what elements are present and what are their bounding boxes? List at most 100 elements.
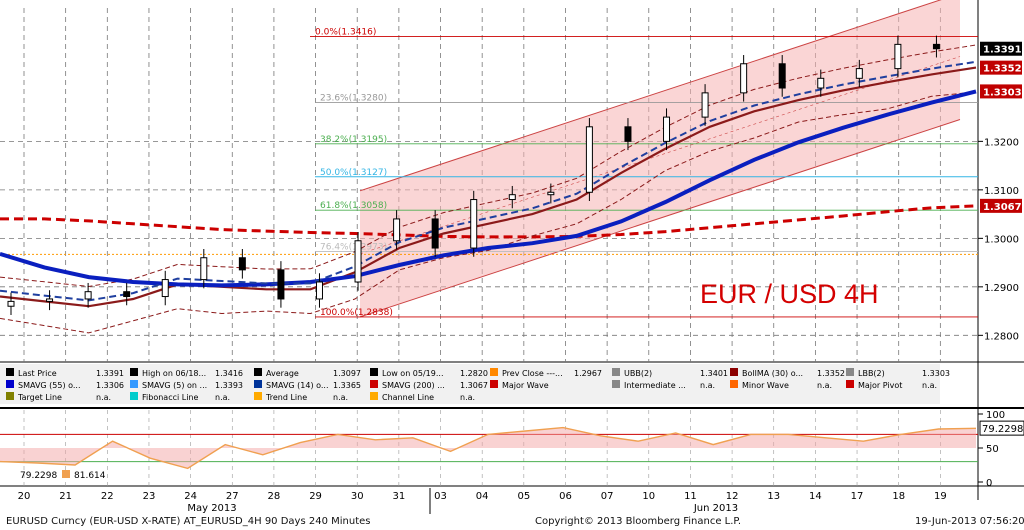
legend-label: SMAVG (55) o...	[18, 381, 81, 390]
legend-value: 1.3306	[96, 381, 124, 390]
rsi-line	[0, 426, 977, 470]
legend-value: n.a.	[96, 393, 111, 402]
legend-label: Intermediate ...	[624, 381, 686, 390]
legend-value: n.a.	[215, 393, 230, 402]
legend-background	[0, 364, 940, 404]
legend-label: LBB(2)	[858, 369, 885, 378]
candle-body	[46, 298, 54, 302]
legend-label: Fibonacci Line	[142, 393, 199, 402]
lower-bollinger	[0, 91, 977, 334]
x-tick-label: 22	[101, 491, 114, 502]
price-tag	[980, 198, 1022, 213]
fib-label: 76.4%(1.2973)	[320, 242, 387, 252]
footer-copyright: Copyright© 2013 Bloomberg Finance L.P.	[535, 516, 742, 527]
legend-value: 1.3067	[460, 381, 488, 390]
legend-value: 1.3352	[817, 369, 845, 378]
x-tick-label: 07	[601, 491, 614, 502]
y-tick-label: 1.3100	[984, 186, 1019, 197]
candle-body	[663, 116, 671, 142]
y-tick-label: 1.3200	[984, 137, 1019, 148]
candle-body	[508, 194, 516, 201]
legend-value: 1.3393	[215, 381, 243, 390]
legend-label: UBB(2)	[624, 369, 652, 378]
x-tick-label: 20	[18, 491, 31, 502]
candle-body	[894, 43, 902, 70]
candle-body	[470, 199, 478, 249]
candle-body	[7, 300, 15, 307]
footer-timestamp: 19-Jun-2013 07:56:20	[915, 516, 1024, 527]
legend-value: 1.3365	[333, 381, 361, 390]
candle-body	[123, 291, 131, 298]
fib-label: 100.0%(1.2838)	[320, 308, 393, 318]
x-tick-label: 03	[434, 491, 447, 502]
candle-body	[624, 126, 632, 142]
price-tag	[980, 60, 1022, 75]
candle-body	[547, 191, 555, 196]
fib-label: 38.2%(1.3195)	[320, 135, 387, 145]
legend-swatch	[130, 392, 138, 400]
legend-value: 1.3303	[922, 369, 950, 378]
x-tick-label: 17	[851, 491, 864, 502]
legend-label: Major Wave	[502, 381, 549, 390]
x-tick-label: 06	[559, 491, 572, 502]
x-tick-label: 10	[642, 491, 655, 502]
legend-value: 1.3416	[215, 369, 243, 378]
legend-swatch	[612, 380, 620, 388]
fib-label: 23.6%(1.3280)	[320, 94, 387, 104]
fib-label: 61.8%(1.3058)	[320, 201, 387, 211]
legend-label: Low on 05/19...	[382, 369, 444, 378]
legend-swatch	[490, 368, 498, 376]
y-tick-label: 1.2900	[984, 283, 1019, 294]
rsi-fill	[0, 427, 976, 469]
candle-body	[200, 257, 208, 281]
fib-label: 0.0%(1.3416)	[315, 28, 376, 38]
legend-label: BollMA (30) o...	[742, 369, 803, 378]
price-tag-label: 1.3067	[983, 202, 1022, 213]
rsi-tick-label: 50	[986, 444, 999, 455]
legend-value: n.a.	[333, 393, 348, 402]
legend-swatch	[846, 380, 854, 388]
x-tick-label: 29	[309, 491, 322, 502]
legend-swatch	[130, 380, 138, 388]
legend-label: Trend Line	[265, 393, 307, 402]
legend-value: 1.2820	[460, 369, 488, 378]
candle-body	[393, 218, 401, 242]
x-tick-label: 21	[59, 491, 72, 502]
legend-value: n.a.	[922, 381, 937, 390]
legend-value: 1.3097	[333, 369, 361, 378]
x-tick-label: 30	[351, 491, 364, 502]
candle-body	[161, 279, 169, 298]
legend-swatch	[730, 368, 738, 376]
legend-swatch	[254, 392, 262, 400]
legend-swatch	[846, 368, 854, 376]
candle-body	[778, 63, 786, 89]
right-axis-area	[978, 0, 1024, 530]
rsi-legend-swatch	[62, 470, 70, 478]
y-tick-label: 1.2800	[984, 331, 1019, 342]
legend-swatch	[6, 380, 14, 388]
legend-swatch	[612, 368, 620, 376]
x-tick-label: 14	[809, 491, 822, 502]
legend-value: n.a.	[817, 381, 832, 390]
legend-label: Last Price	[18, 369, 57, 378]
candle-body	[855, 68, 863, 79]
legend-label: Minor Wave	[742, 381, 789, 390]
month-label-may: May 2013	[187, 503, 236, 514]
rsi-value-label: 79.2298	[982, 424, 1023, 435]
x-tick-label: 12	[726, 491, 739, 502]
candle-body	[701, 92, 709, 118]
candle-body	[585, 126, 593, 193]
fib-label: 50.0%(1.3127)	[320, 168, 387, 178]
channel-lower	[359, 119, 961, 318]
legend-swatch	[370, 368, 378, 376]
candle-body	[238, 257, 246, 271]
x-tick-label: 23	[143, 491, 156, 502]
price-tag	[980, 84, 1022, 99]
x-tick-label: 04	[476, 491, 489, 502]
rsi-legend-value-2: 81.614	[74, 471, 106, 481]
x-tick-label: 31	[393, 491, 406, 502]
legend-swatch	[370, 392, 378, 400]
legend-value: n.a.	[700, 381, 715, 390]
candle-body	[431, 218, 439, 249]
legend-swatch	[490, 380, 498, 388]
